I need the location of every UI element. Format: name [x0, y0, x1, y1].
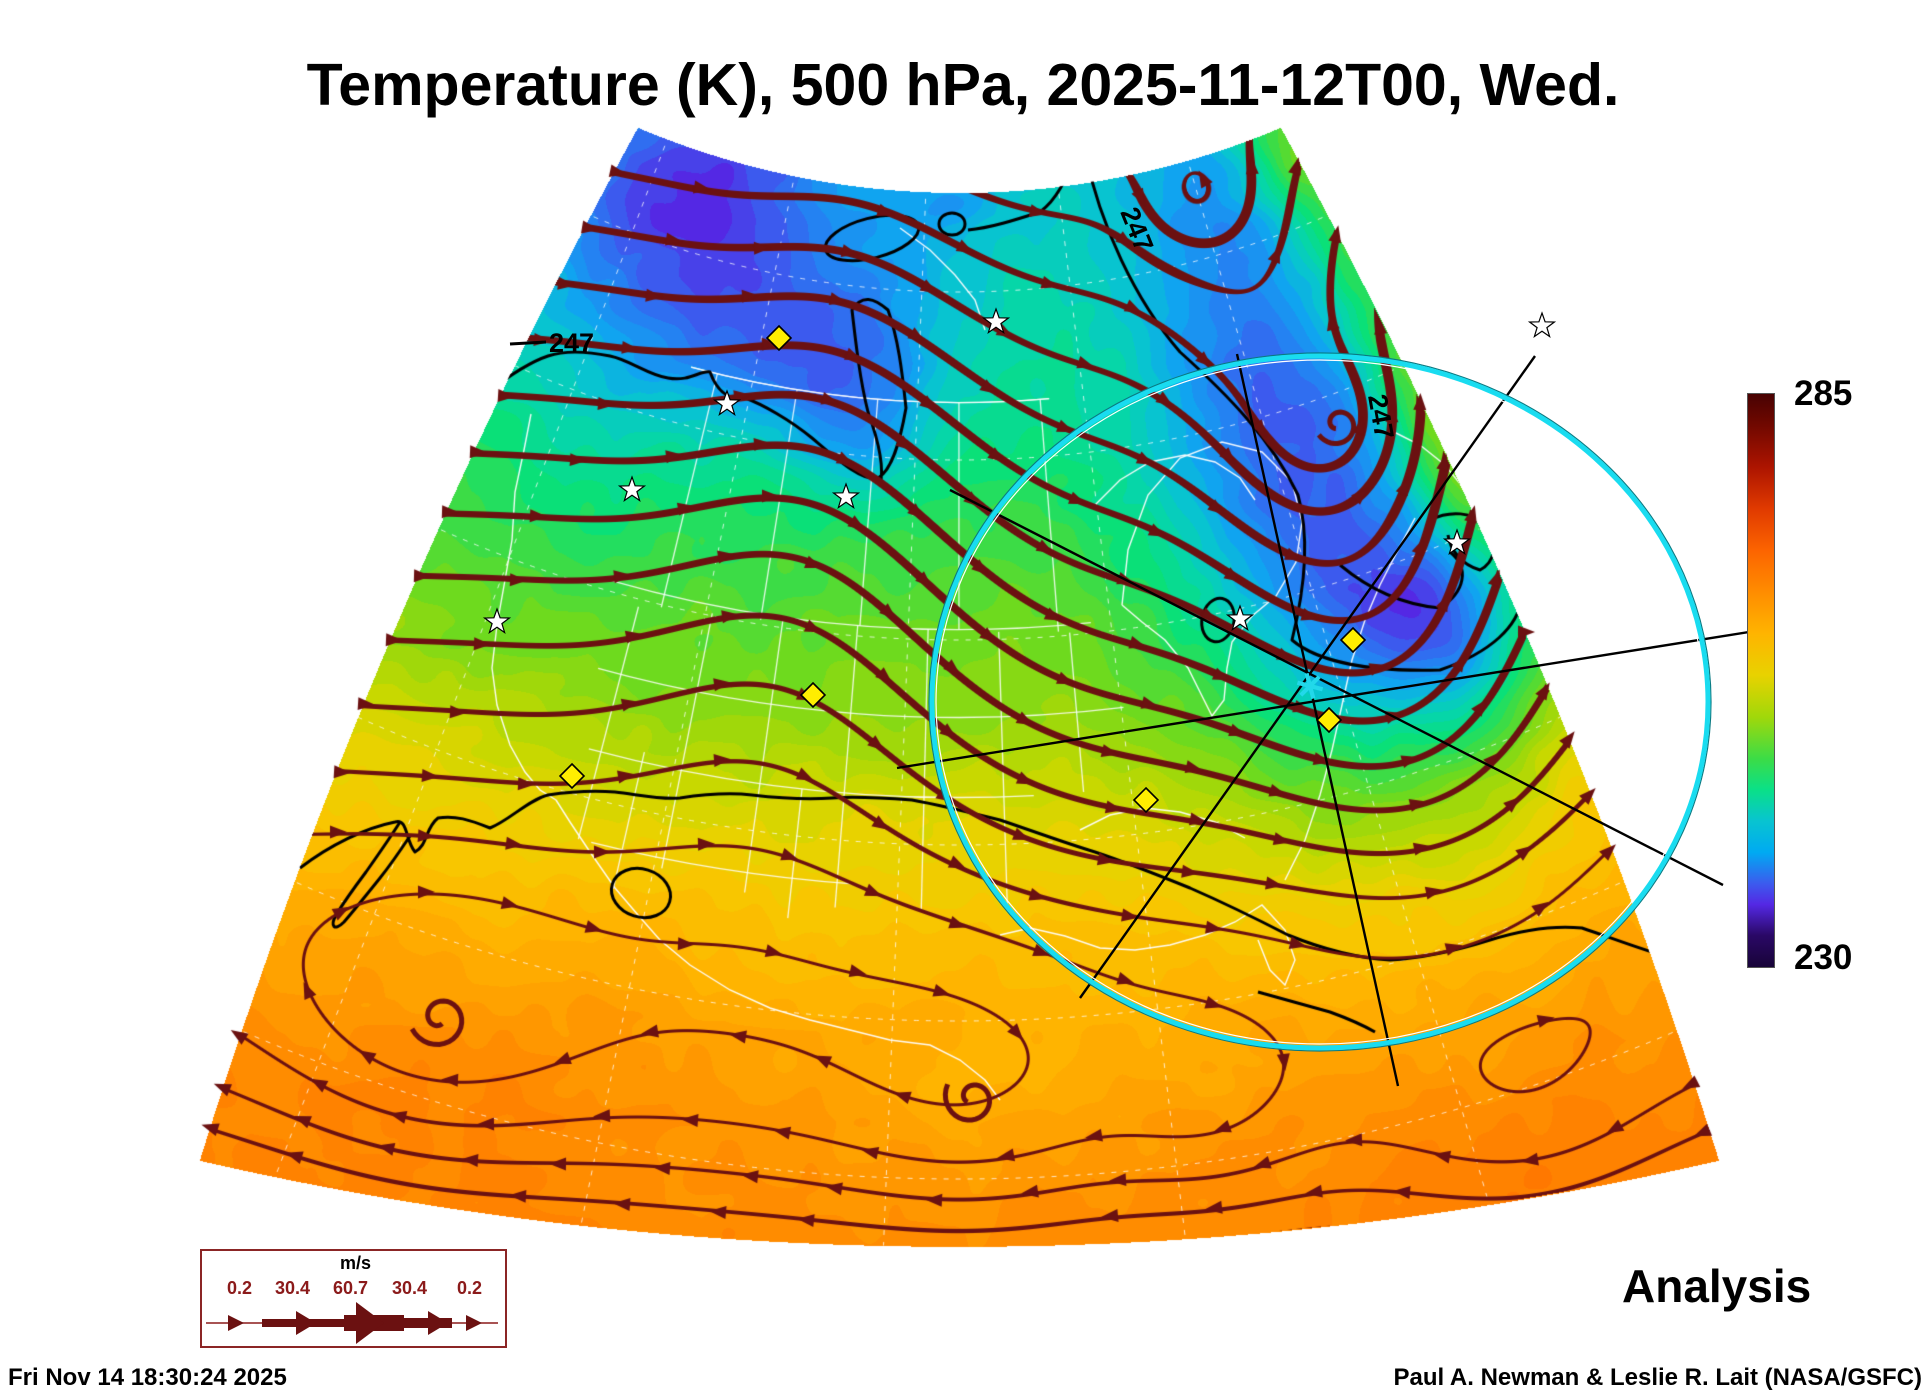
svg-text:247: 247 — [549, 328, 594, 358]
svg-text:247: 247 — [1114, 203, 1159, 256]
svg-text:247: 247 — [1362, 392, 1399, 442]
